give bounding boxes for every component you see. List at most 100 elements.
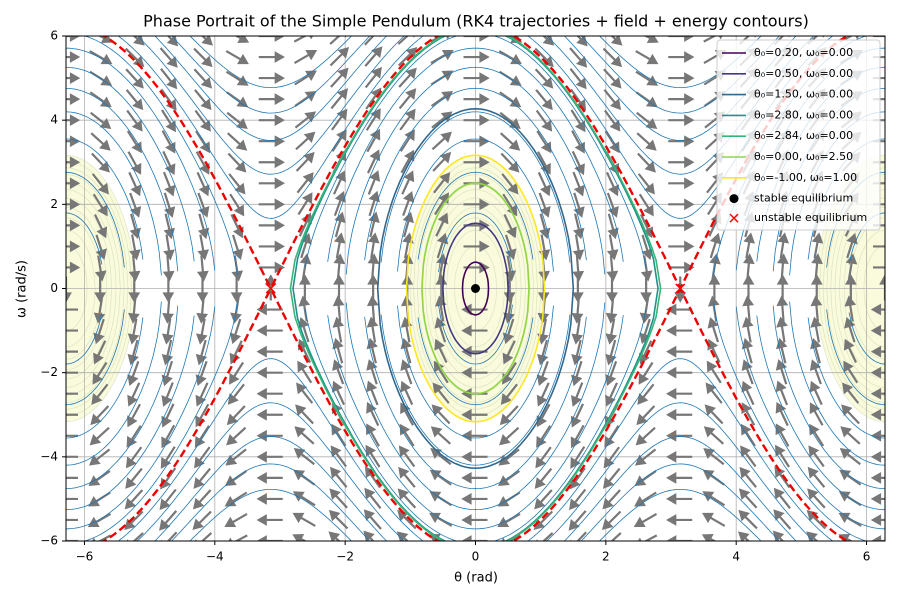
field-arrow	[87, 513, 112, 528]
field-arrow	[234, 36, 250, 44]
field-arrow	[429, 469, 452, 486]
streamline	[117, 358, 834, 541]
legend-label: θ₀=2.80, ω₀=0.00	[754, 108, 853, 121]
field-arrow	[839, 448, 861, 466]
field-arrow	[126, 109, 143, 132]
field-arrow	[461, 493, 488, 505]
y-tick-label: 4	[50, 113, 58, 127]
field-arrow	[637, 152, 656, 173]
y-axis-label: ω (rad/s)	[15, 260, 30, 318]
field-arrow	[461, 471, 488, 484]
field-arrow	[807, 466, 826, 488]
field-arrow	[607, 213, 619, 240]
field-arrow	[256, 366, 283, 379]
field-arrow	[91, 534, 112, 541]
field-arrow	[367, 232, 380, 259]
field-arrow	[773, 509, 792, 530]
field-arrow	[432, 151, 452, 172]
field-arrow	[870, 408, 885, 421]
field-arrow	[258, 114, 285, 127]
field-arrow	[256, 471, 283, 484]
field-arrow	[571, 360, 583, 387]
field-arrow	[93, 318, 105, 345]
field-arrow	[66, 219, 81, 232]
field-arrow	[430, 36, 450, 43]
trajectory	[289, 36, 662, 541]
field-arrow	[461, 324, 488, 337]
field-arrow	[635, 70, 659, 86]
field-arrow	[643, 36, 659, 44]
field-arrow	[606, 192, 619, 218]
field-arrow	[66, 135, 81, 148]
streamline	[189, 489, 762, 541]
field-arrow	[66, 240, 81, 253]
field-arrow	[668, 219, 695, 232]
field-arrow	[293, 448, 315, 466]
field-arrow	[536, 361, 549, 387]
field-arrow	[160, 88, 177, 111]
y-tick-label: 0	[50, 281, 58, 295]
field-arrow	[400, 380, 414, 406]
field-arrow	[159, 488, 177, 511]
field-arrow	[333, 232, 346, 259]
energy-contour	[855, 229, 885, 348]
field-arrow	[666, 324, 693, 337]
streamline	[83, 301, 868, 541]
field-arrow	[66, 392, 79, 395]
field-arrow	[295, 151, 315, 172]
field-arrow	[124, 47, 145, 68]
field-arrow	[159, 510, 178, 531]
field-arrow	[226, 132, 248, 151]
field-arrow	[666, 366, 693, 379]
field-arrow	[870, 493, 885, 505]
field-arrow	[88, 448, 111, 466]
field-arrow	[738, 531, 751, 541]
field-arrow	[93, 340, 107, 365]
field-arrow	[93, 214, 108, 239]
field-arrow	[570, 382, 584, 407]
field-arrow	[777, 253, 789, 280]
field-arrow	[66, 476, 79, 479]
field-arrow	[200, 36, 213, 46]
field-arrow	[570, 403, 585, 428]
field-arrow	[606, 255, 619, 282]
field-arrow	[402, 190, 415, 216]
field-arrow	[536, 382, 550, 407]
field-arrow	[258, 240, 285, 253]
field-arrow	[256, 450, 283, 463]
field-arrow	[701, 533, 717, 541]
x-tick-label: 6	[863, 550, 871, 564]
field-arrow	[535, 446, 552, 469]
legend: θ₀=0.20, ω₀=0.00 θ₀=0.50, ω₀=0.00 θ₀=1.50,…	[716, 39, 881, 231]
streamline	[66, 305, 885, 490]
field-arrow	[256, 429, 283, 442]
field-arrow	[66, 329, 79, 332]
field-arrow	[292, 512, 316, 527]
field-arrow	[535, 109, 553, 132]
field-arrow	[569, 467, 586, 490]
legend-label: θ₀=0.50, ω₀=0.00	[754, 67, 853, 80]
field-arrow	[534, 467, 553, 489]
field-arrow	[367, 274, 380, 301]
field-arrow	[666, 429, 693, 442]
field-arrow	[368, 190, 380, 217]
field-arrow	[846, 232, 858, 259]
field-arrow	[91, 152, 110, 173]
field-arrow	[637, 534, 658, 541]
field-arrow	[161, 318, 174, 345]
x-tick-label: 0	[472, 550, 480, 564]
field-arrow	[162, 150, 176, 176]
field-arrow	[430, 426, 452, 445]
field-arrow	[162, 171, 176, 197]
field-arrow	[366, 380, 379, 406]
field-arrow	[97, 36, 113, 44]
field-arrow	[742, 274, 755, 301]
y-tick-label: −6	[40, 534, 58, 548]
field-arrow	[231, 234, 244, 260]
field-arrow	[296, 172, 314, 194]
field-arrow	[436, 232, 449, 259]
field-arrow	[193, 467, 211, 489]
field-arrow	[498, 50, 522, 65]
field-arrow	[500, 383, 518, 405]
